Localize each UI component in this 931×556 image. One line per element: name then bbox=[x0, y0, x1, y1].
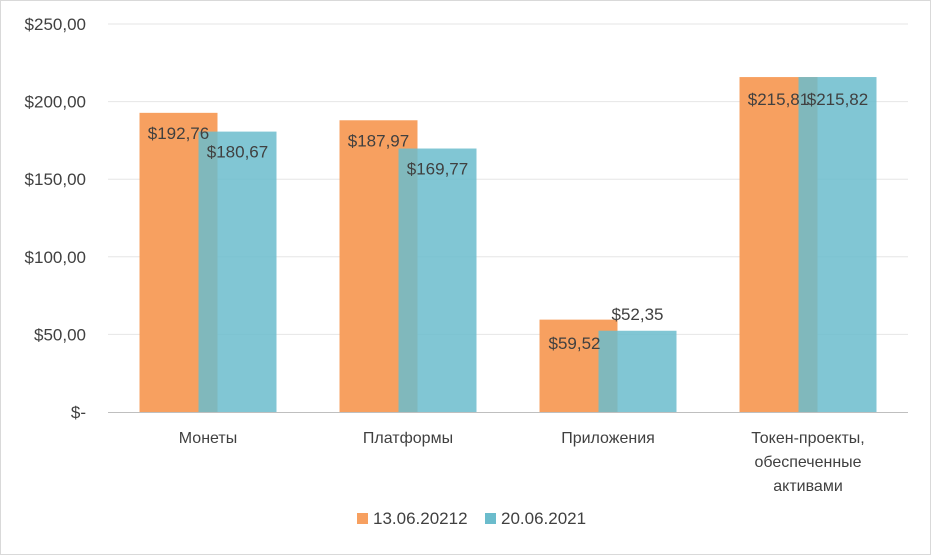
data-label: $187,97 bbox=[348, 131, 409, 150]
category-label: Платформы bbox=[363, 430, 453, 447]
y-tick-label: $200,00 bbox=[25, 93, 86, 112]
category-labels: Монеты Платформы Приложения Токен-проекты, о… bbox=[179, 430, 865, 495]
data-label: $59,52 bbox=[549, 334, 601, 353]
category-label: Монеты bbox=[179, 430, 237, 447]
bar-series2 bbox=[798, 77, 877, 412]
legend-swatch bbox=[357, 513, 368, 524]
bars bbox=[139, 77, 877, 413]
legend: 13.06.20212 20.06.2021 bbox=[357, 509, 586, 528]
data-labels: $192,76$180,67 $187,97 $169,77 $59,52 $52,35… bbox=[148, 90, 868, 353]
y-tick-label: $50,00 bbox=[34, 325, 86, 344]
data-label: $52,35 bbox=[612, 305, 664, 324]
legend-label: 13.06.20212 bbox=[373, 509, 468, 528]
legend-label: 20.06.2021 bbox=[501, 509, 586, 528]
y-tick-label: $- bbox=[71, 403, 86, 422]
data-label: $192,76 bbox=[148, 124, 209, 143]
data-label: $169,77 bbox=[407, 160, 468, 179]
category-label: обеспеченные bbox=[754, 454, 861, 471]
category-label: Токен-проекты, bbox=[751, 430, 864, 447]
bar-series2 bbox=[598, 330, 677, 412]
y-tick-label: $150,00 bbox=[25, 170, 86, 189]
data-label: $180,67 bbox=[207, 143, 268, 162]
data-label: $215,81 bbox=[748, 90, 809, 109]
category-label: активами bbox=[773, 478, 843, 495]
legend-swatch bbox=[485, 513, 496, 524]
y-axis-ticks: $- $50,00 $100,00 $150,00 $200,00 $250,00 bbox=[25, 15, 86, 422]
data-label: $215,82 bbox=[807, 90, 868, 109]
category-label: Приложения bbox=[561, 430, 655, 447]
y-tick-label: $100,00 bbox=[25, 248, 86, 267]
bar-series2 bbox=[198, 131, 277, 412]
bar-series2 bbox=[398, 148, 477, 412]
y-tick-label: $250,00 bbox=[25, 15, 86, 34]
